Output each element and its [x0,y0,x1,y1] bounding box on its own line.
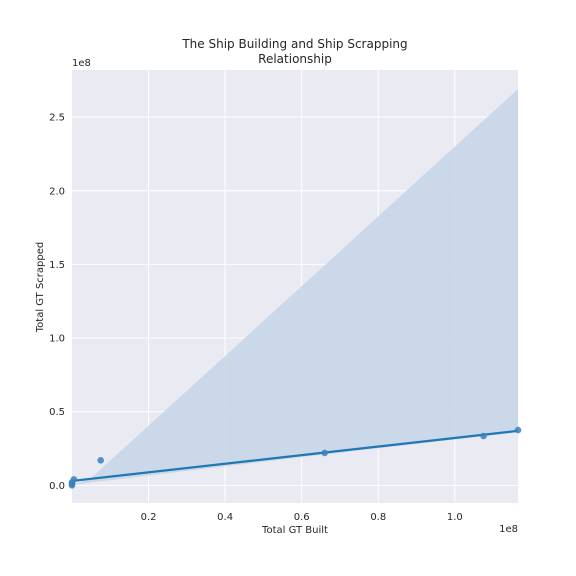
data-point [321,449,328,457]
x-offset-text: 1e8 [499,524,518,535]
data-points [68,426,522,489]
data-point [480,432,487,440]
y-tick-label: 2.5 [49,113,65,124]
regression-line [71,429,519,483]
y-axis-label: Total GT Scrapped [35,242,46,334]
confidence-band [72,89,518,486]
y-tick-label: 2.0 [49,186,65,197]
y-offset-text: 1e8 [72,58,91,69]
x-tick-label: 0.6 [294,512,310,523]
data-point [514,426,522,434]
x-tick-label: 0.4 [217,512,233,523]
x-tick-label: 0.8 [370,512,386,523]
chart-title-line-2: Relationship [258,52,332,66]
y-tick-label: 1.5 [49,260,65,271]
y-tick-label: 0.0 [49,481,65,492]
y-tick-labels: 0.0 0.5 1.0 1.5 2.0 2.5 [49,113,65,492]
data-point [70,476,78,483]
data-point [97,456,105,464]
x-tick-labels: 0.2 0.4 0.6 0.8 1.0 [141,512,463,523]
x-tick-label: 1.0 [447,512,463,523]
y-tick-label: 0.5 [49,407,65,418]
y-tick-label: 1.0 [49,334,65,345]
x-axis-label: Total GT Built [261,525,328,536]
x-tick-label: 0.2 [141,512,157,523]
chart-title-line-1: The Ship Building and Ship Scrapping [181,37,407,51]
